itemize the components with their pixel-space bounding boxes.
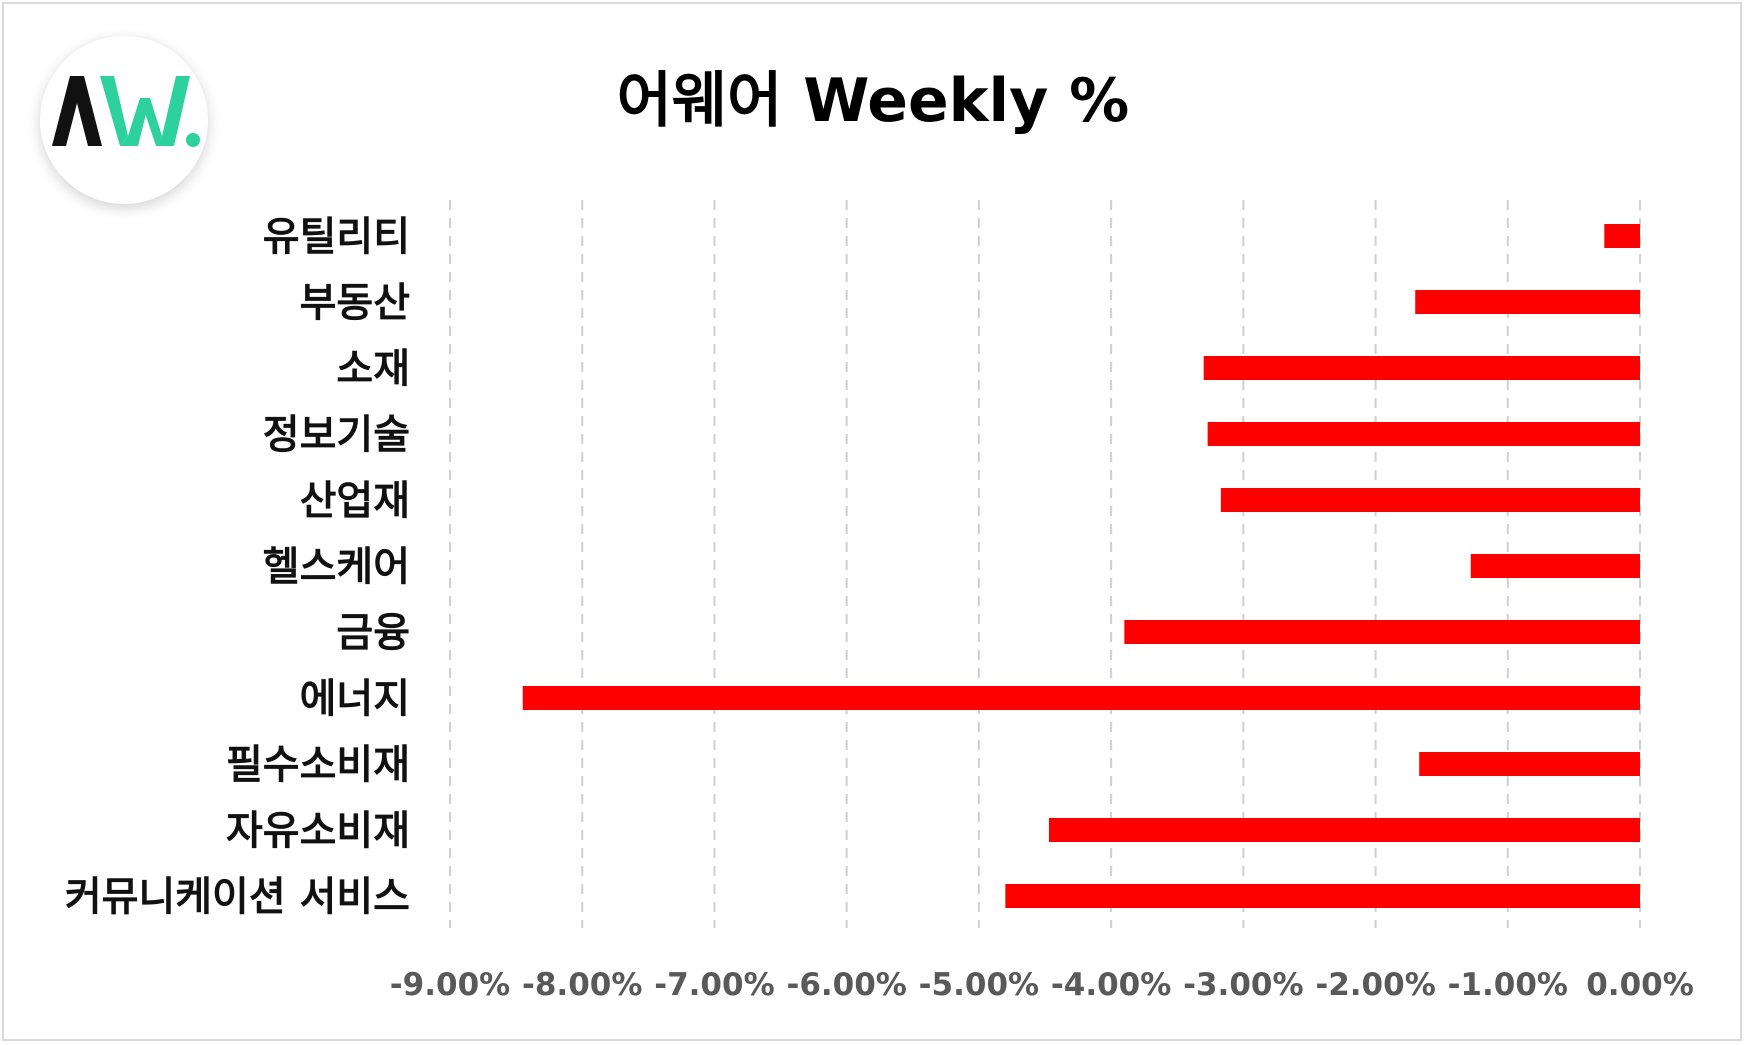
- bar: [1604, 224, 1640, 248]
- x-tick-label: -2.00%: [1315, 967, 1435, 1003]
- bar: [1048, 818, 1640, 842]
- category-label: 금융: [336, 610, 410, 656]
- x-tick-label: -9.00%: [390, 967, 510, 1003]
- bar: [1124, 620, 1640, 644]
- category-label: 헬스케어: [263, 544, 410, 590]
- category-label: 커뮤니케이션 서비스: [65, 874, 410, 920]
- chart-title: 어웨어 Weekly %: [616, 66, 1130, 136]
- category-label: 부동산: [300, 280, 411, 326]
- x-tick-label: -5.00%: [919, 967, 1039, 1003]
- bar: [1220, 488, 1640, 512]
- bar: [1419, 752, 1640, 776]
- x-tick-label: -7.00%: [654, 967, 774, 1003]
- bar: [1415, 290, 1640, 314]
- category-label: 자유소비재: [226, 808, 410, 854]
- bar: [1470, 554, 1640, 578]
- x-tick-label: -4.00%: [1051, 967, 1171, 1003]
- logo: [40, 36, 208, 204]
- bar: [1207, 422, 1640, 446]
- category-label: 유틸리티: [263, 214, 410, 260]
- bar: [522, 686, 1641, 710]
- x-tick-label: 0.00%: [1586, 967, 1694, 1003]
- x-tick-label: -8.00%: [522, 967, 642, 1003]
- aw-logo-icon: [52, 76, 200, 147]
- x-tick-label: -3.00%: [1183, 967, 1303, 1003]
- x-tick-label: -6.00%: [786, 967, 906, 1003]
- bar: [1203, 356, 1640, 380]
- category-label: 소재: [336, 346, 410, 392]
- x-tick-label: -1.00%: [1448, 967, 1568, 1003]
- category-label: 산업재: [300, 478, 410, 524]
- bar: [1005, 884, 1640, 908]
- category-label: 에너지: [300, 676, 410, 722]
- category-label: 정보기술: [263, 412, 410, 458]
- category-label: 필수소비재: [226, 742, 410, 788]
